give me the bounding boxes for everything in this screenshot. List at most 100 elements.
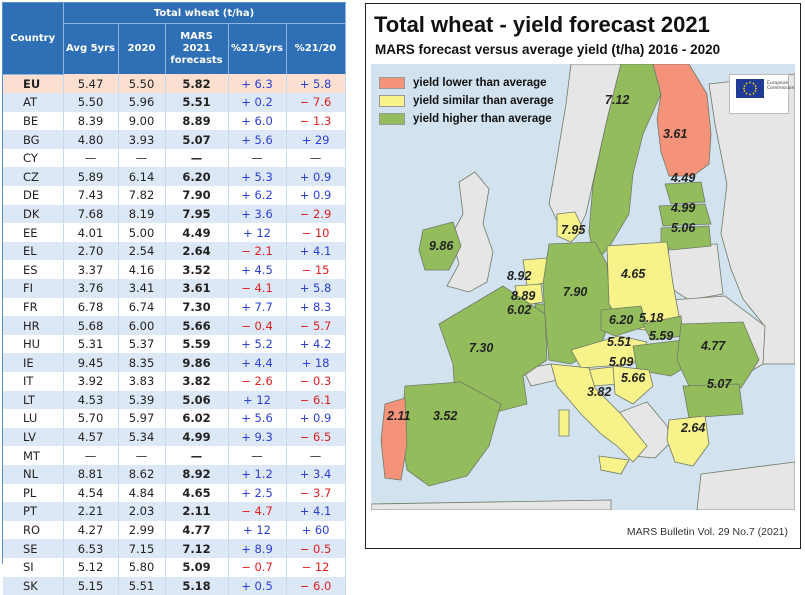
cell-forecast: 6.20 [165,167,229,187]
header-2020: 2020 [118,23,166,74]
cell-pct-vs-2020: + 0.9 [286,167,346,187]
cell-2020: 6.74 [118,297,166,317]
cell-pct-vs-avg: + 9.3 [228,427,287,447]
cell-forecast: 4.77 [165,520,229,540]
cell-2020: 3.41 [118,279,166,298]
cell-country: DE [3,186,64,205]
table-row: LT 4.53 5.39 5.06 + 12− 6.1 [3,390,346,410]
cell-forecast: 9.86 [165,353,229,372]
cell-avg-5yrs: — [63,446,119,465]
cell-avg-5yrs: 8.81 [63,464,119,484]
cell-forecast: 7.95 [165,204,229,224]
map-label-fi: 3.61 [663,127,687,141]
map-label-hu: 5.59 [649,329,673,343]
cell-2020: 7.82 [118,186,166,205]
cell-avg-5yrs: 4.54 [63,483,119,503]
cell-2020: 5.37 [118,334,166,354]
header-forecast-line-3: forecasts [170,55,223,66]
legend-swatch-similar [379,95,405,107]
cell-2020: 3.83 [118,372,166,391]
cell-pct-vs-2020: − 12 [286,557,346,577]
table-row: DE 7.43 7.82 7.90 + 6.2 + 0.9 [3,186,346,205]
country-finland [652,64,712,177]
cell-pct-vs-avg: + 6.3 [228,74,287,94]
cell-pct-vs-avg: + 0.5 [228,576,287,595]
cell-forecast: 7.30 [165,297,229,317]
country-turkey [696,461,795,510]
country-greece [666,415,710,467]
cell-pct-vs-2020: + 0.9 [286,186,346,205]
cell-country: PL [3,483,64,503]
cell-country: FI [3,279,64,298]
table-row: FR 6.78 6.74 7.30 + 7.7 + 8.3 [3,297,346,317]
cell-avg-5yrs: 5.31 [63,334,119,354]
map-canvas: 7.12 3.61 4.49 4.99 5.06 7.95 9.86 8.92 8.896.02… [371,64,795,510]
table-row: AT 5.50 5.96 5.51 + 0.2− 7.6 [3,93,346,112]
eu-logo-text: European Commission [767,81,795,91]
cell-forecast: 4.99 [165,427,229,447]
table-row: MT — — — — — [3,446,346,465]
cell-country: SE [3,539,64,558]
cell-pct-vs-avg: + 5.6 [228,130,287,149]
legend-item-lower: yield lower than average [379,74,554,92]
map-label-it: 3.82 [587,385,611,399]
cell-2020: 8.62 [118,464,166,484]
map-label-es: 3.52 [433,409,457,423]
header-avg-5yrs: Avg 5yrs [63,23,119,74]
table-row: PT 2.21 2.03 2.11− 4.7 + 4.1 [3,502,346,521]
country-lithuania [660,225,712,251]
cell-2020: 5.34 [118,427,166,447]
header-forecast: MARS 2021 forecasts [165,23,229,74]
cell-avg-5yrs: 2.70 [63,241,119,261]
cell-pct-vs-avg: + 6.0 [228,111,287,131]
cell-pct-vs-2020: + 29 [286,130,346,149]
map-label-pl: 4.65 [620,267,646,281]
cell-pct-vs-avg: + 12 [228,520,287,540]
country-czechia [600,305,648,337]
cell-pct-vs-2020: + 8.3 [286,297,346,317]
cell-forecast: 5.59 [165,334,229,354]
country-spain [400,381,502,487]
cell-avg-5yrs: 7.68 [63,204,119,224]
cell-forecast: 8.92 [165,464,229,484]
table-row: HR 5.68 6.00 5.66− 0.4− 5.7 [3,316,346,335]
map-label-el: 2.64 [680,421,705,435]
map-label-lt: 5.06 [671,221,696,235]
cell-2020: 2.03 [118,502,166,521]
map-label-ee: 4.49 [670,171,695,185]
cell-pct-vs-2020: − 5.7 [286,316,346,335]
cell-pct-vs-2020: + 0.9 [286,409,346,428]
cell-country: HR [3,316,64,335]
map-label-cz: 6.20 [609,313,633,327]
cell-pct-vs-2020: − 10 [286,223,346,242]
country-romania [676,321,760,389]
cell-country: LU [3,409,64,428]
cell-forecast: 6.02 [165,409,229,428]
country-bulgaria [682,383,744,419]
cell-avg-5yrs: 5.68 [63,316,119,335]
cell-avg-5yrs: 4.27 [63,520,119,540]
country-croatia [612,365,654,405]
cell-country: PT [3,502,64,521]
cell-pct-vs-avg: + 5.2 [228,334,287,354]
cell-avg-5yrs: 6.53 [63,539,119,558]
cell-avg-5yrs: 6.78 [63,297,119,317]
cell-forecast: 3.61 [165,279,229,298]
cell-forecast: 5.51 [165,93,229,112]
cell-pct-vs-2020: − 6.5 [286,427,346,447]
cell-2020: 5.39 [118,390,166,410]
table-row: FI 3.76 3.41 3.61− 4.1 + 5.8 [3,279,346,298]
legend-item-similar: yield similar than average [379,92,554,110]
map-label-pt: 2.11 [386,409,410,423]
map-subtitle: MARS forecast versus average yield (t/ha… [375,42,721,57]
cell-pct-vs-2020: + 4.2 [286,334,346,354]
legend-label-lower: yield lower than average [413,77,547,89]
header-forecast-line-1: MARS [180,31,213,42]
cell-2020: — [118,148,166,168]
legend-swatch-lower [379,77,405,89]
cell-pct-vs-2020: − 2.9 [286,204,346,224]
cell-pct-vs-2020: — [286,148,346,168]
cell-pct-vs-2020: − 1.3 [286,111,346,131]
cell-avg-5yrs: 4.53 [63,390,119,410]
cell-pct-vs-avg: − 0.7 [228,557,287,577]
